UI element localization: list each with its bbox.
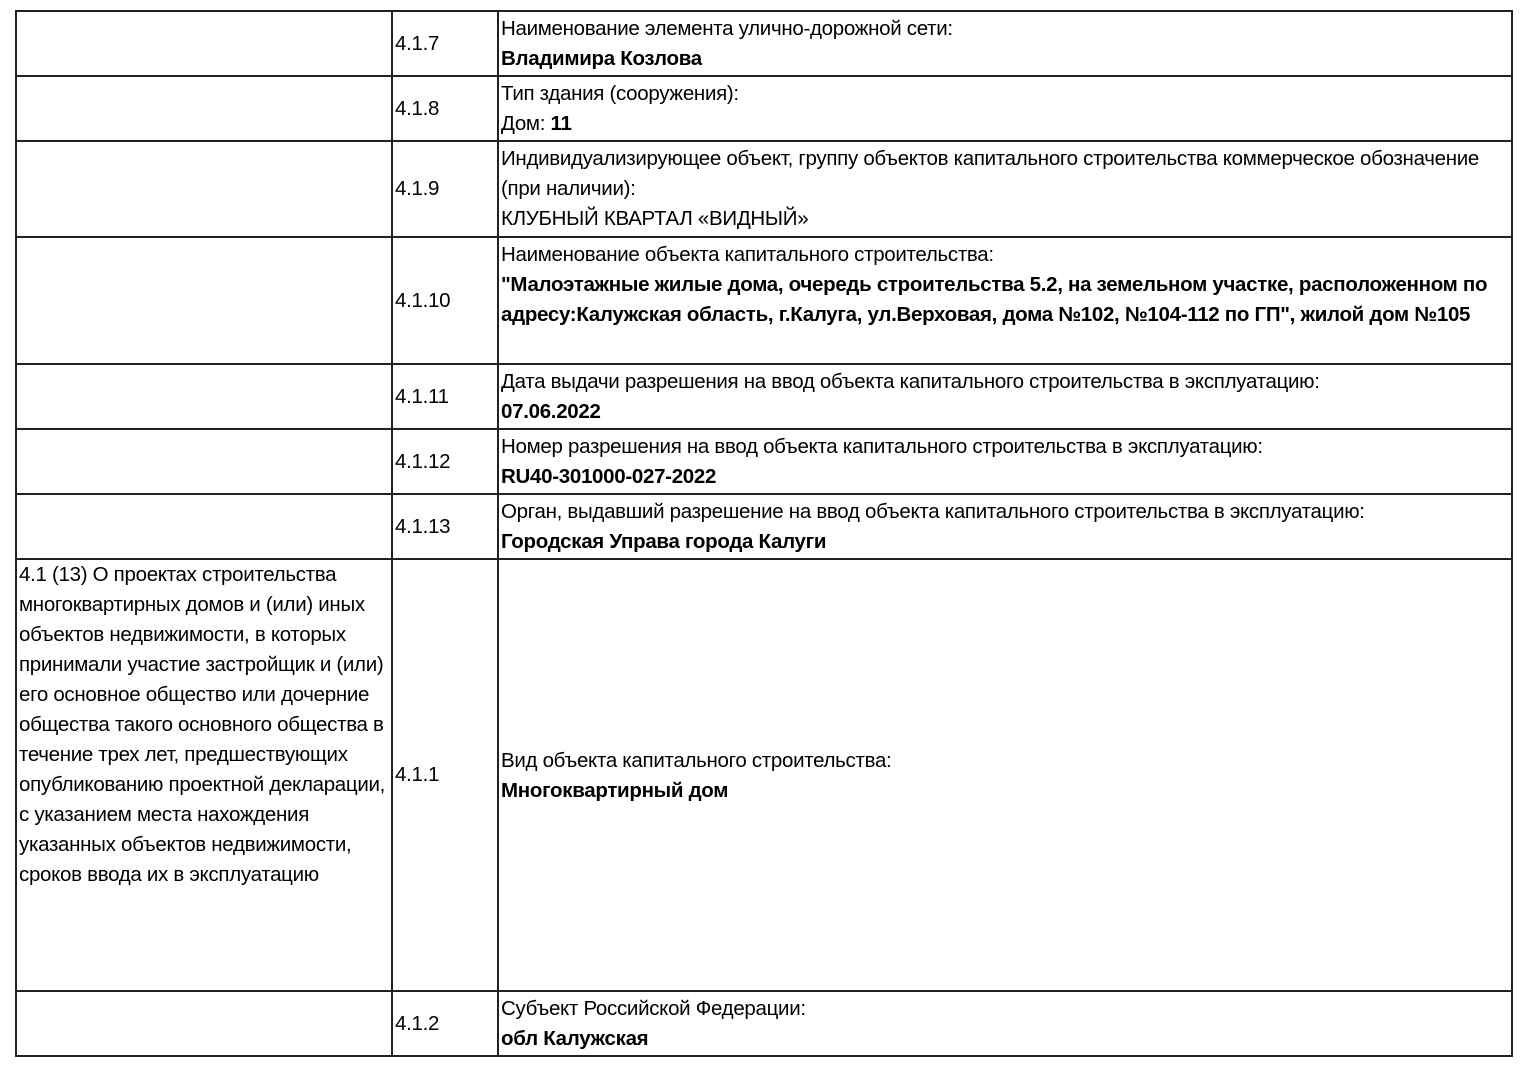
item-value: Городская Управа города Калуги: [501, 530, 827, 553]
item-number: 4.1.13: [391, 493, 499, 560]
item-label: Субъект Российской Федерации:: [501, 997, 806, 1020]
section-cell: 4.1 (13) О проектах строительства многок…: [15, 558, 393, 992]
section-cell: [15, 990, 393, 1057]
section-cell: [15, 428, 393, 495]
item-label: Номер разрешения на ввод объекта капитал…: [501, 435, 1263, 458]
item-content: Орган, выдавший разрешение на ввод объек…: [497, 493, 1513, 560]
table-row: 4.1.13 Орган, выдавший разрешение на вво…: [15, 493, 1513, 560]
item-value: 07.06.2022: [501, 400, 601, 423]
section-cell: [15, 75, 393, 142]
item-label: Тип здания (сооружения):: [501, 82, 739, 105]
table-row: 4.1.7 Наименование элемента улично-дорож…: [15, 10, 1513, 77]
item-value: КЛУБНЫЙ КВАРТАЛ «ВИДНЫЙ»: [501, 207, 809, 230]
item-content: Наименование элемента улично-дорожной се…: [497, 10, 1513, 77]
table-row: 4.1 (13) О проектах строительства многок…: [15, 558, 1513, 992]
section-cell: [15, 10, 393, 77]
item-label: Орган, выдавший разрешение на ввод объек…: [501, 500, 1365, 523]
item-number: 4.1.7: [391, 10, 499, 77]
item-value: RU40-301000-027-2022: [501, 465, 717, 488]
item-value: обл Калужская: [501, 1027, 649, 1050]
item-number: 4.1.2: [391, 990, 499, 1057]
section-cell: [15, 140, 393, 238]
item-content: Дата выдачи разрешения на ввод объекта к…: [497, 363, 1513, 430]
item-label: Индивидуализирующее объект, группу объек…: [501, 147, 1479, 200]
table-row: 4.1.10 Наименование объекта капитального…: [15, 236, 1513, 365]
table-row: 4.1.12 Номер разрешения на ввод объекта …: [15, 428, 1513, 495]
item-number: 4.1.1: [391, 558, 499, 992]
item-number: 4.1.11: [391, 363, 499, 430]
table-row: 4.1.8 Тип здания (сооружения): Дом: 11: [15, 75, 1513, 142]
item-content: Индивидуализирующее объект, группу объек…: [497, 140, 1513, 238]
item-label: Вид объекта капитального строительства:: [501, 749, 892, 772]
item-value: Владимира Козлова: [501, 47, 702, 70]
section-cell: [15, 236, 393, 365]
table-row: 4.1.2 Субъект Российской Федерации: обл К…: [15, 990, 1513, 1057]
item-content: Наименование объекта капитального строит…: [497, 236, 1513, 365]
table-row: 4.1.11 Дата выдачи разрешения на ввод об…: [15, 363, 1513, 430]
item-content: Номер разрешения на ввод объекта капитал…: [497, 428, 1513, 495]
section-cell: [15, 493, 393, 560]
item-value: 11: [550, 112, 572, 135]
item-value-prefix: Дом:: [501, 112, 551, 135]
item-content: Субъект Российской Федерации: обл Калужск…: [497, 990, 1513, 1057]
declaration-table: 4.1.7 Наименование элемента улично-дорож…: [15, 10, 1513, 1057]
item-content: Тип здания (сооружения): Дом: 11: [497, 75, 1513, 142]
table-row: 4.1.9 Индивидуализирующее объект, группу…: [15, 140, 1513, 238]
item-number: 4.1.8: [391, 75, 499, 142]
item-label: Дата выдачи разрешения на ввод объекта к…: [501, 370, 1320, 393]
item-value: "Малоэтажные жилые дома, очередь строите…: [501, 273, 1488, 326]
item-label: Наименование объекта капитального строит…: [501, 243, 994, 266]
item-number: 4.1.10: [391, 236, 499, 365]
item-value: Многоквартирный дом: [501, 779, 729, 802]
item-number: 4.1.12: [391, 428, 499, 495]
section-cell: [15, 363, 393, 430]
item-number: 4.1.9: [391, 140, 499, 238]
item-label: Наименование элемента улично-дорожной се…: [501, 17, 953, 40]
item-content: Вид объекта капитального строительства: М…: [497, 558, 1513, 992]
